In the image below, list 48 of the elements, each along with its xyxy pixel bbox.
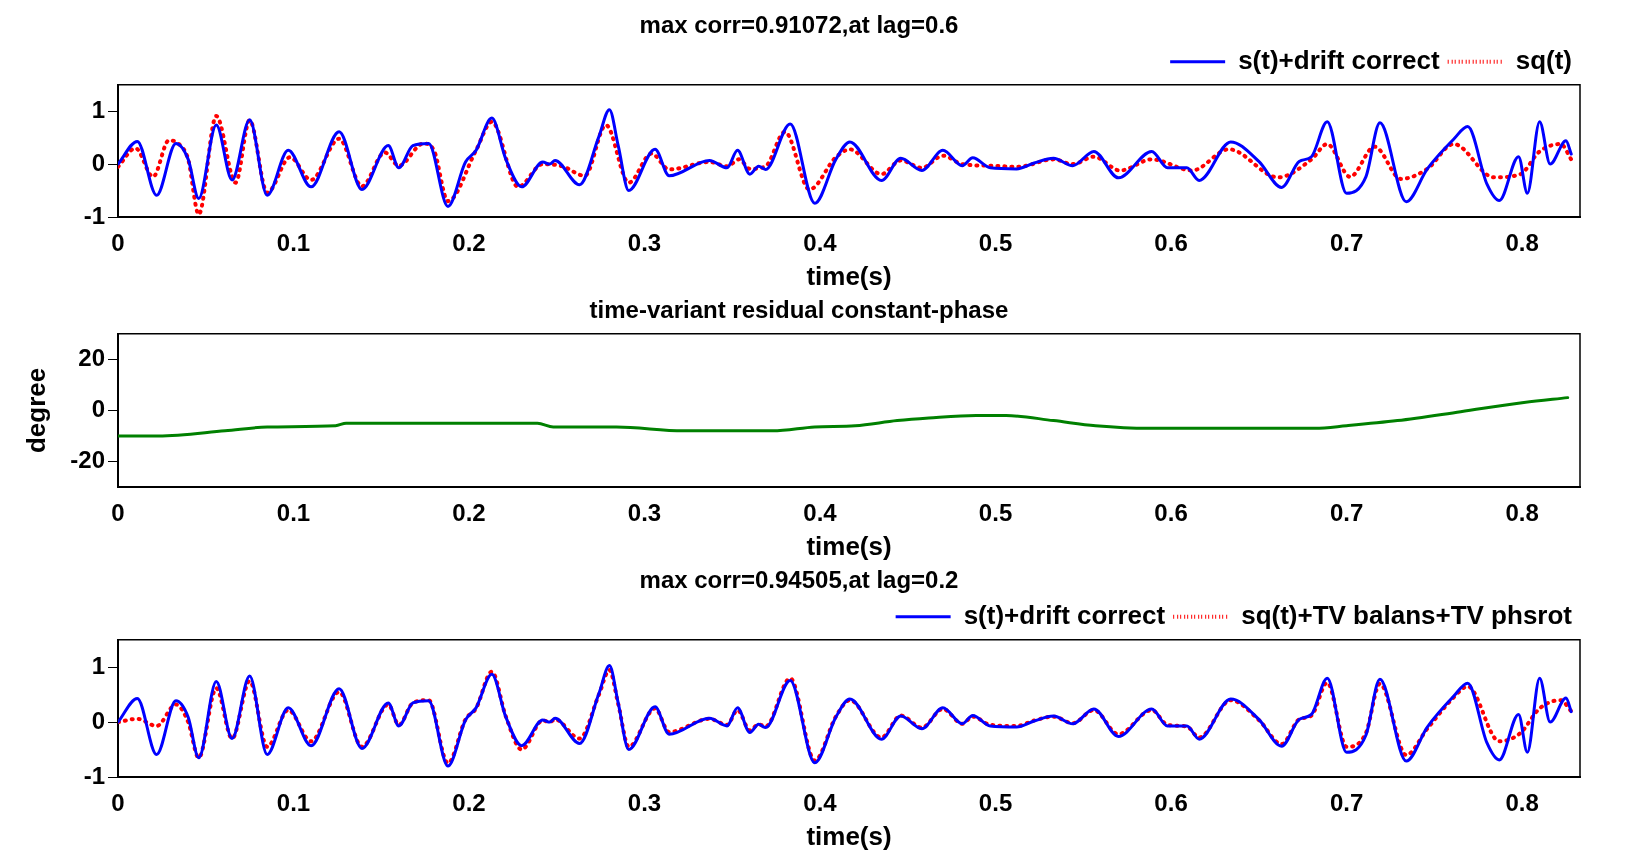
legend-label: s(t)+drift correct: [1238, 44, 1441, 75]
y-tick-label: 1: [91, 651, 105, 679]
x-tick-label: 0.1: [276, 229, 311, 257]
line-series: [118, 396, 1570, 438]
x-tick-label: 0.7: [1329, 789, 1364, 817]
x-tick-label: 0.7: [1329, 499, 1364, 527]
chart-title: time-variant residual constant-phase: [589, 296, 1009, 324]
x-tick-label: 0.4: [803, 229, 838, 257]
x-tick-label: 0.5: [978, 789, 1013, 817]
y-tick-label: 0: [91, 395, 105, 423]
x-tick-label: 0.8: [1505, 789, 1539, 817]
x-axis-title: time(s): [806, 260, 892, 291]
x-tick-label: 0.7: [1329, 229, 1364, 257]
x-tick-label: 0.5: [978, 229, 1013, 257]
legend-label: sq(t)+TV balans+TV phsrot: [1241, 599, 1573, 630]
x-tick-label: 0.1: [276, 789, 311, 817]
x-tick-label: 0.2: [452, 789, 486, 817]
x-tick-label: 0.3: [627, 789, 662, 817]
y-tick-label: -1: [83, 761, 105, 789]
x-tick-label: 0.5: [978, 499, 1013, 527]
x-tick-label: 0: [111, 789, 125, 817]
y-tick-label: -20: [70, 446, 105, 474]
y-tick-label: 0: [91, 706, 105, 734]
chart-title: max corr=0.91072,at lag=0.6: [639, 11, 959, 39]
y-tick-label: 20: [78, 343, 105, 371]
y-tick-label: -1: [83, 201, 105, 229]
x-tick-label: 0.6: [1154, 789, 1188, 817]
x-tick-label: 0.2: [452, 229, 486, 257]
x-tick-label: 0.8: [1505, 229, 1539, 257]
x-tick-label: 0.4: [803, 499, 838, 527]
x-tick-label: 0.1: [276, 499, 311, 527]
x-tick-label: 0.6: [1154, 229, 1188, 257]
x-axis-title: time(s): [806, 820, 892, 851]
x-tick-label: 0: [111, 499, 125, 527]
y-tick-label: 1: [91, 95, 105, 123]
x-tick-label: 0.8: [1505, 499, 1539, 527]
x-axis-title: time(s): [806, 530, 892, 561]
chart-title: max corr=0.94505,at lag=0.2: [639, 566, 959, 594]
x-tick-label: 0.6: [1154, 499, 1188, 527]
y-tick-label: 0: [91, 148, 105, 176]
x-tick-label: 0: [111, 229, 125, 257]
y-axis-title: degree: [20, 367, 51, 454]
x-tick-label: 0.3: [627, 499, 662, 527]
x-tick-label: 0.4: [803, 789, 838, 817]
legend-label: s(t)+drift correct: [963, 599, 1166, 630]
x-tick-label: 0.3: [627, 229, 662, 257]
x-tick-label: 0.2: [452, 499, 486, 527]
legend-label: sq(t): [1515, 44, 1573, 75]
